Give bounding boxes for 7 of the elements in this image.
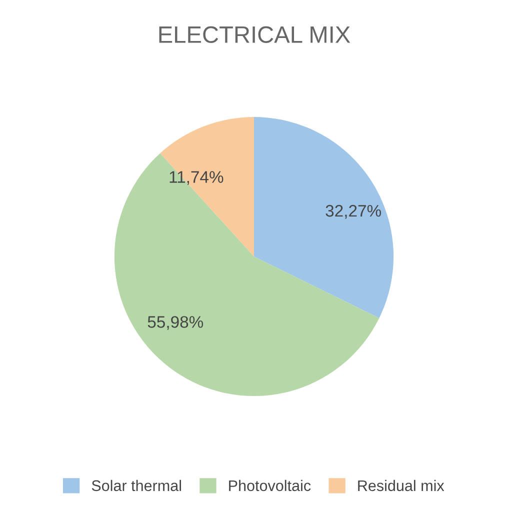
data-label: 55,98% [148, 316, 204, 330]
data-label: 32,27% [326, 204, 382, 219]
chart-title: ELECTRICAL MIX [159, 26, 350, 43]
data-label: 11,74% [170, 171, 224, 185]
legend-label: Photovoltaic [229, 480, 311, 492]
legend-label: Solar thermal [92, 480, 181, 492]
legend-label: Residual mix [358, 480, 444, 492]
